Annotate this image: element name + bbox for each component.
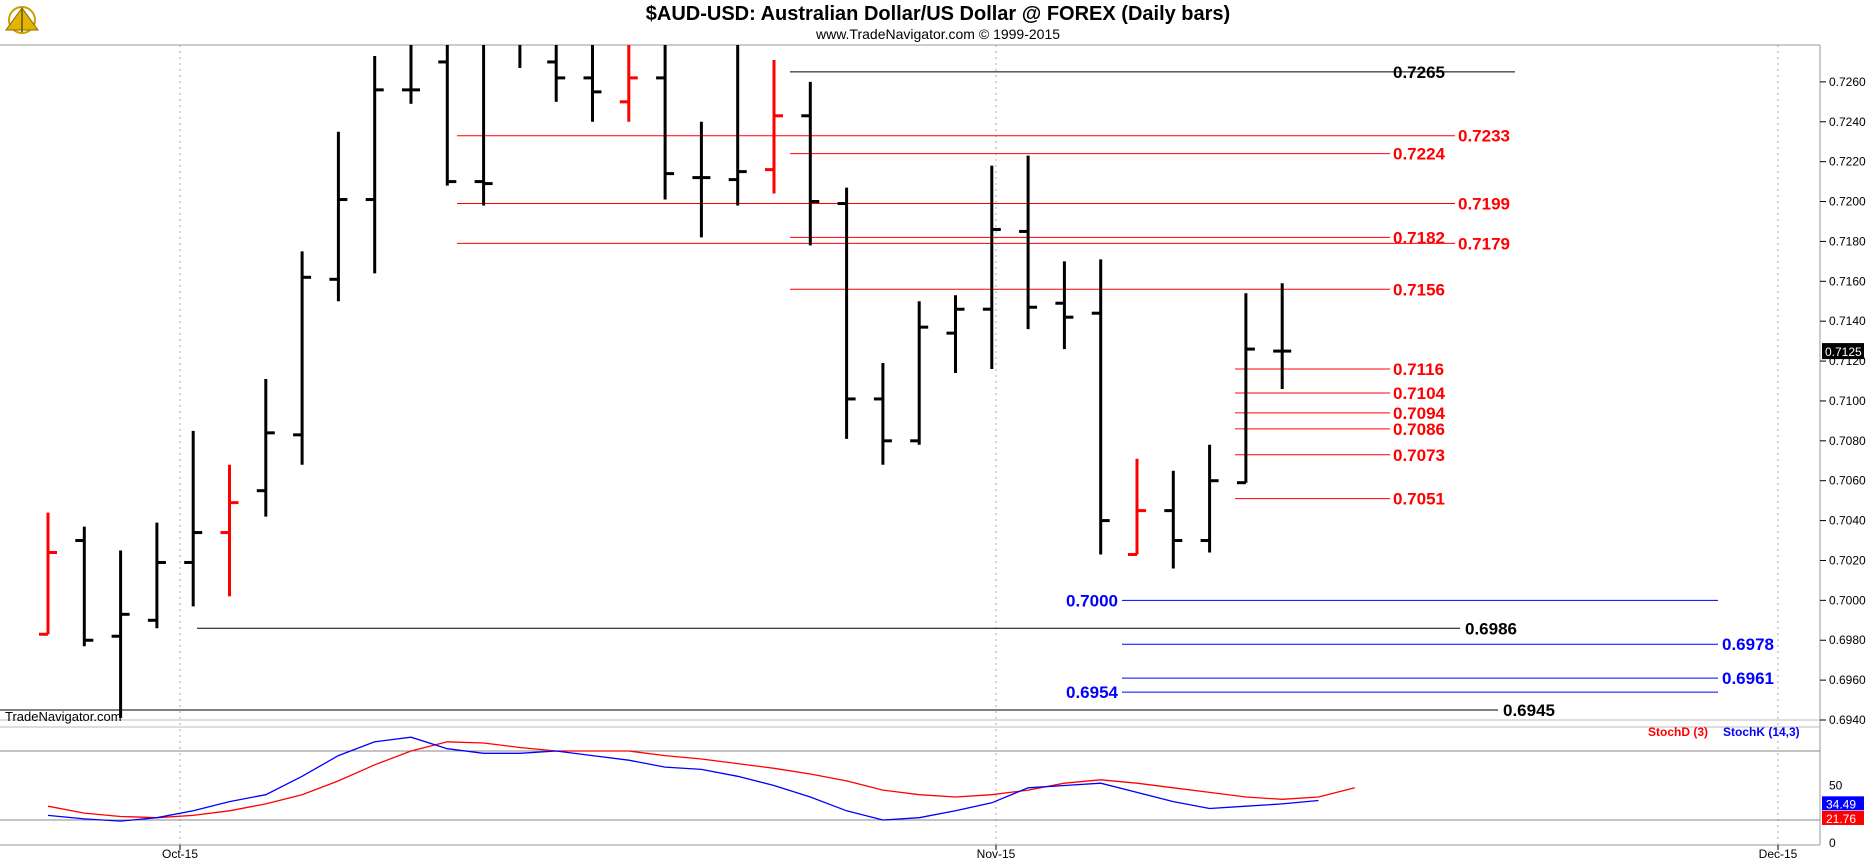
ohlc-bar <box>547 45 566 102</box>
legend-stochD: StochD (3) <box>1648 725 1708 739</box>
ohlc-bar <box>1091 259 1110 555</box>
ohlc-bar <box>438 45 457 186</box>
level-label-15: 0.6978 <box>1722 635 1774 654</box>
stochastic-value-label: 34.49 <box>1826 797 1856 811</box>
stochastic-value-badge <box>1822 810 1864 825</box>
level-label-5: 0.7179 <box>1458 234 1510 253</box>
y-tick-label: 0.7200 <box>1829 195 1866 209</box>
y-tick-label: 0.7020 <box>1829 553 1866 567</box>
stochastic-value-badge <box>1822 796 1864 811</box>
month-gridlines <box>179 45 1779 845</box>
level-label-17: 0.6954 <box>1066 683 1119 702</box>
y-tick-label: 0.7260 <box>1829 75 1866 89</box>
ohlc-bar <box>837 187 856 439</box>
last-price-label: 0.7125 <box>1825 345 1862 359</box>
ohlc-bar <box>256 379 275 517</box>
level-label-2: 0.7224 <box>1393 145 1446 164</box>
level-label-1: 0.7233 <box>1458 127 1510 146</box>
level-label-14: 0.6986 <box>1465 619 1517 638</box>
y-tick-label: 0.7140 <box>1829 314 1866 328</box>
y-tick-label: 0.6960 <box>1829 673 1866 687</box>
ohlc-bar <box>402 45 420 104</box>
y-tick-label: 0.7060 <box>1829 474 1866 488</box>
ohlc-bar <box>692 121 711 238</box>
y-tick-label: 0.7220 <box>1829 155 1866 169</box>
level-label-13: 0.7000 <box>1066 591 1118 610</box>
ohlc-bar <box>765 59 783 194</box>
ohlc-bar <box>1055 261 1074 350</box>
ohlc-bar <box>1128 458 1146 556</box>
gold-sextant-logo-icon <box>5 6 39 34</box>
ohlc-bar <box>329 131 348 302</box>
x-tick-label: Oct-15 <box>162 847 198 861</box>
legend-stochK: StochK (14,3) <box>1723 725 1800 739</box>
ohlc-bar <box>474 45 493 206</box>
ohlc-bar <box>728 45 747 206</box>
y-tick-label: 0.7000 <box>1829 593 1866 607</box>
level-label-7: 0.7116 <box>1393 360 1444 379</box>
ohlc-bar <box>801 81 820 246</box>
chart-subtitle: www.TradeNavigator.com © 1999-2015 <box>815 26 1060 42</box>
x-tick-label: Dec-15 <box>1759 847 1798 861</box>
stochK-line <box>47 736 1319 822</box>
y-tick-label: 0.7240 <box>1829 115 1866 129</box>
stochastic-y-tick-label: 0 <box>1829 836 1836 850</box>
last-price-badge <box>1822 343 1864 360</box>
ohlc-bar <box>147 522 166 629</box>
ohlc-bar <box>365 55 384 274</box>
y-tick-label: 0.7100 <box>1829 394 1866 408</box>
level-label-10: 0.7086 <box>1393 420 1445 439</box>
ohlc-bar <box>982 165 1001 370</box>
y-tick-label: 0.7080 <box>1829 434 1866 448</box>
watermark: TradeNavigator.com <box>5 709 122 724</box>
ohlc-bar <box>873 363 892 465</box>
level-label-18: 0.6945 <box>1503 701 1555 720</box>
ohlc-bar <box>1200 444 1219 553</box>
level-label-6: 0.7156 <box>1393 280 1445 299</box>
y-tick-label: 0.7040 <box>1829 514 1866 528</box>
ohlc-bar <box>75 526 94 647</box>
level-label-9: 0.7094 <box>1393 404 1446 423</box>
ohlc-bar <box>619 45 638 122</box>
y-tick-label: 0.6940 <box>1829 713 1866 727</box>
ohlc-bar <box>1019 155 1038 330</box>
ohlc-bar <box>946 295 965 374</box>
ohlc-bar <box>910 301 929 445</box>
level-label-12: 0.7051 <box>1393 490 1445 509</box>
x-tick-label: Nov-15 <box>977 847 1016 861</box>
stochastic-value-label: 21.76 <box>1826 812 1856 826</box>
stochD-line <box>47 741 1355 819</box>
chart-title: $AUD-USD: Australian Dollar/US Dollar @ … <box>646 3 1230 25</box>
ohlc-bar <box>1164 470 1183 569</box>
ohlc-bar <box>220 464 239 597</box>
date-axis: Oct-15 Nov-15 Dec-15 <box>162 845 1798 861</box>
stochastic-y-tick-label: 50 <box>1829 779 1843 793</box>
ohlc-bar <box>1236 293 1255 485</box>
ohlc-bar <box>39 512 57 636</box>
ohlc-bar <box>583 45 602 122</box>
ohlc-bar <box>656 45 675 200</box>
level-label-3: 0.7199 <box>1458 195 1510 214</box>
y-tick-label: 0.7180 <box>1829 234 1866 248</box>
y-tick-label: 0.7160 <box>1829 274 1866 288</box>
level-label-8: 0.7104 <box>1393 384 1446 403</box>
ohlc-bars <box>39 45 1292 718</box>
y-tick-label: 0.6980 <box>1829 633 1866 647</box>
level-label-16: 0.6961 <box>1722 669 1774 688</box>
level-label-11: 0.7073 <box>1393 446 1445 465</box>
ohlc-bar <box>293 251 312 465</box>
ohlc-bar <box>184 430 203 607</box>
level-label-0: 0.7265 <box>1393 63 1445 82</box>
price-axis: 0.6940 0.6960 0.6980 0.7000 0.7020 0.7040 0.70… <box>1820 75 1866 727</box>
level-label-4: 0.7182 <box>1393 228 1445 247</box>
ohlc-bar <box>1273 283 1292 389</box>
price-levels: 0.7265 0.7233 0.7224 0.7199 0.7182 0.7179 0.71… <box>0 63 1774 720</box>
ohlc-bar <box>111 550 130 718</box>
